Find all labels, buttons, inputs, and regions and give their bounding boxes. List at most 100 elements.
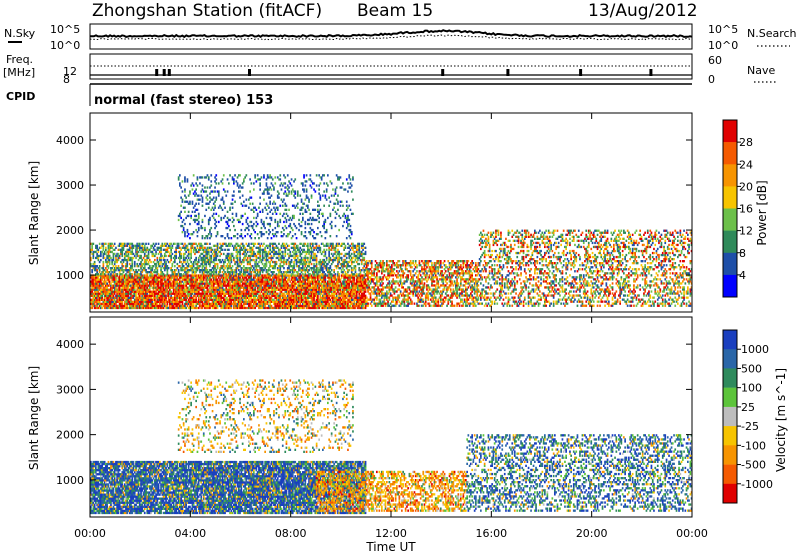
- echo-cell: [353, 301, 355, 303]
- echo-cell: [302, 299, 304, 301]
- echo-cell: [129, 283, 131, 285]
- echo-cell: [269, 303, 271, 305]
- echo-cell: [287, 253, 289, 255]
- echo-cell: [99, 261, 101, 263]
- echo-cell: [294, 269, 296, 271]
- echo-cell: [208, 271, 210, 273]
- echo-cell: [195, 243, 197, 245]
- echo-cell: [111, 243, 113, 245]
- echo-cell: [148, 257, 150, 259]
- echo-cell: [231, 259, 233, 261]
- echo-cell: [276, 261, 278, 263]
- echo-cell: [193, 297, 195, 299]
- echo-cell: [100, 259, 102, 261]
- echo-cell: [209, 307, 211, 309]
- echo-cell: [252, 269, 254, 271]
- echo-cell: [224, 271, 226, 273]
- echo-cell: [136, 263, 138, 265]
- echo-cell: [227, 279, 229, 281]
- echo-cell: [229, 283, 231, 285]
- echo-cell: [105, 267, 107, 269]
- echo-cell: [281, 271, 283, 273]
- echo-cell: [141, 245, 143, 247]
- echo-cell: [134, 273, 136, 275]
- echo-cell: [318, 281, 320, 283]
- echo-cell: [248, 245, 250, 247]
- echo-cell: [165, 299, 167, 301]
- echo-cell: [128, 295, 130, 297]
- echo-cell: [289, 281, 291, 283]
- echo-cell: [310, 285, 312, 287]
- echo-cell: [158, 279, 160, 281]
- echo-cell: [214, 293, 216, 295]
- echo-cell: [99, 243, 101, 245]
- echo-cell: [144, 245, 146, 247]
- echo-cell: [256, 255, 258, 257]
- echo-cell: [109, 259, 111, 261]
- echo-cell: [263, 243, 265, 245]
- echo-cell: [197, 281, 199, 283]
- echo-cell: [113, 245, 115, 247]
- echo-cell: [98, 273, 100, 275]
- echo-cell: [154, 269, 156, 271]
- echo-cell: [180, 255, 182, 257]
- echo-cell: [197, 247, 199, 249]
- echo-cell: [160, 253, 162, 255]
- echo-cell: [180, 261, 182, 263]
- echo-cell: [105, 243, 107, 245]
- echo-cell: [284, 249, 286, 251]
- echo-cell: [108, 253, 110, 255]
- echo-cell: [113, 255, 115, 257]
- echo-cell: [105, 247, 107, 249]
- echo-cell: [288, 249, 290, 251]
- echo-cell: [239, 265, 241, 267]
- echo-cell: [153, 243, 155, 245]
- echo-cell: [154, 255, 156, 257]
- echo-cell: [193, 263, 195, 265]
- echo-cell: [253, 267, 255, 269]
- echo-cell: [113, 295, 115, 297]
- echo-cell: [271, 297, 273, 299]
- echo-cell: [180, 273, 182, 275]
- echo-cell: [121, 303, 123, 305]
- echo-cell: [365, 291, 367, 293]
- echo-cell: [144, 247, 146, 249]
- echo-cell: [215, 271, 217, 273]
- echo-cell: [293, 263, 295, 265]
- echo-cell: [149, 249, 151, 251]
- echo-cell: [188, 257, 190, 259]
- echo-cell: [100, 247, 102, 249]
- echo-cell: [121, 273, 123, 275]
- echo-cell: [231, 243, 233, 245]
- echo-cell: [130, 293, 132, 295]
- echo-cell: [208, 301, 210, 303]
- echo-cell: [249, 269, 251, 271]
- echo-cell: [294, 281, 296, 283]
- echo-cell: [168, 295, 170, 297]
- echo-cell: [293, 265, 295, 267]
- echo-cell: [193, 303, 195, 305]
- echo-cell: [272, 245, 274, 247]
- echo-cell: [165, 255, 167, 257]
- echo-cell: [129, 245, 131, 247]
- echo-cell: [269, 247, 271, 249]
- echo-cell: [167, 259, 169, 261]
- echo-cell: [168, 251, 170, 253]
- echo-cell: [152, 251, 154, 253]
- echo-cell: [188, 276, 190, 278]
- echo-cell: [184, 253, 186, 255]
- echo-cell: [254, 243, 256, 245]
- echo-cell: [134, 287, 136, 289]
- freq-tick-bottom: 8: [63, 73, 70, 86]
- echo-cell: [160, 259, 162, 261]
- echo-cell: [284, 245, 286, 247]
- echo-cell: [289, 251, 291, 253]
- echo-cell: [282, 265, 284, 267]
- echo-cell: [259, 253, 261, 255]
- echo-cell: [256, 295, 258, 297]
- echo-cell: [146, 293, 148, 295]
- echo-cell: [169, 289, 171, 291]
- echo-cell: [199, 249, 201, 251]
- echo-cell: [254, 289, 256, 291]
- echo-cell: [317, 279, 319, 281]
